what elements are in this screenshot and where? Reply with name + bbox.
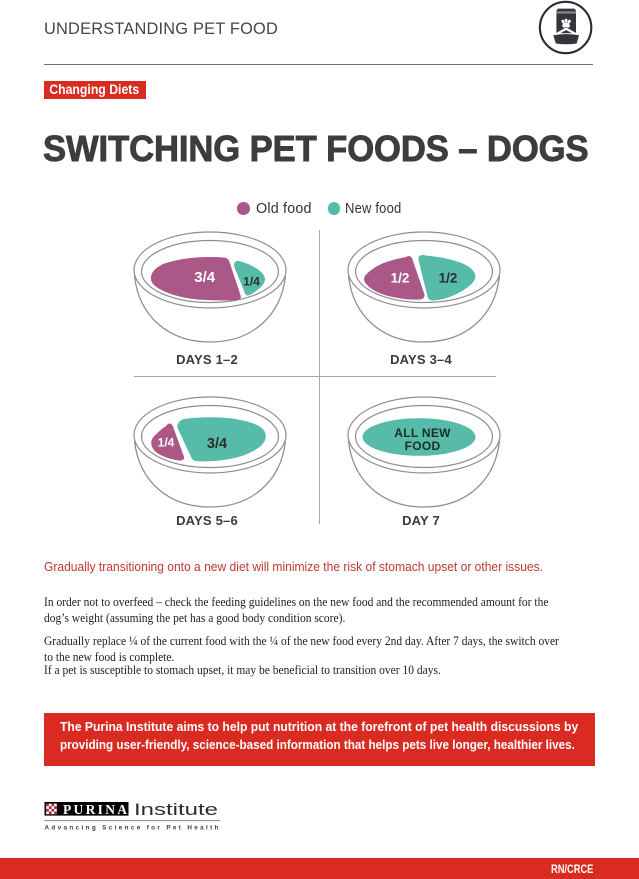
svg-text:PURINA: PURINA [63, 802, 127, 817]
svg-text:1/4: 1/4 [158, 435, 175, 449]
svg-text:1/4: 1/4 [243, 275, 260, 289]
svg-text:1/2: 1/2 [391, 271, 410, 286]
svg-text:Advancing Science for Pet Heal: Advancing Science for Pet Health [45, 824, 219, 831]
svg-text:3/4: 3/4 [194, 269, 216, 286]
svg-text:1/2: 1/2 [439, 271, 458, 286]
svg-text:Institute: Institute [134, 801, 218, 819]
svg-text:FOOD: FOOD [405, 439, 441, 453]
svg-text:ALL NEW: ALL NEW [394, 426, 451, 440]
svg-text:3/4: 3/4 [207, 436, 227, 452]
